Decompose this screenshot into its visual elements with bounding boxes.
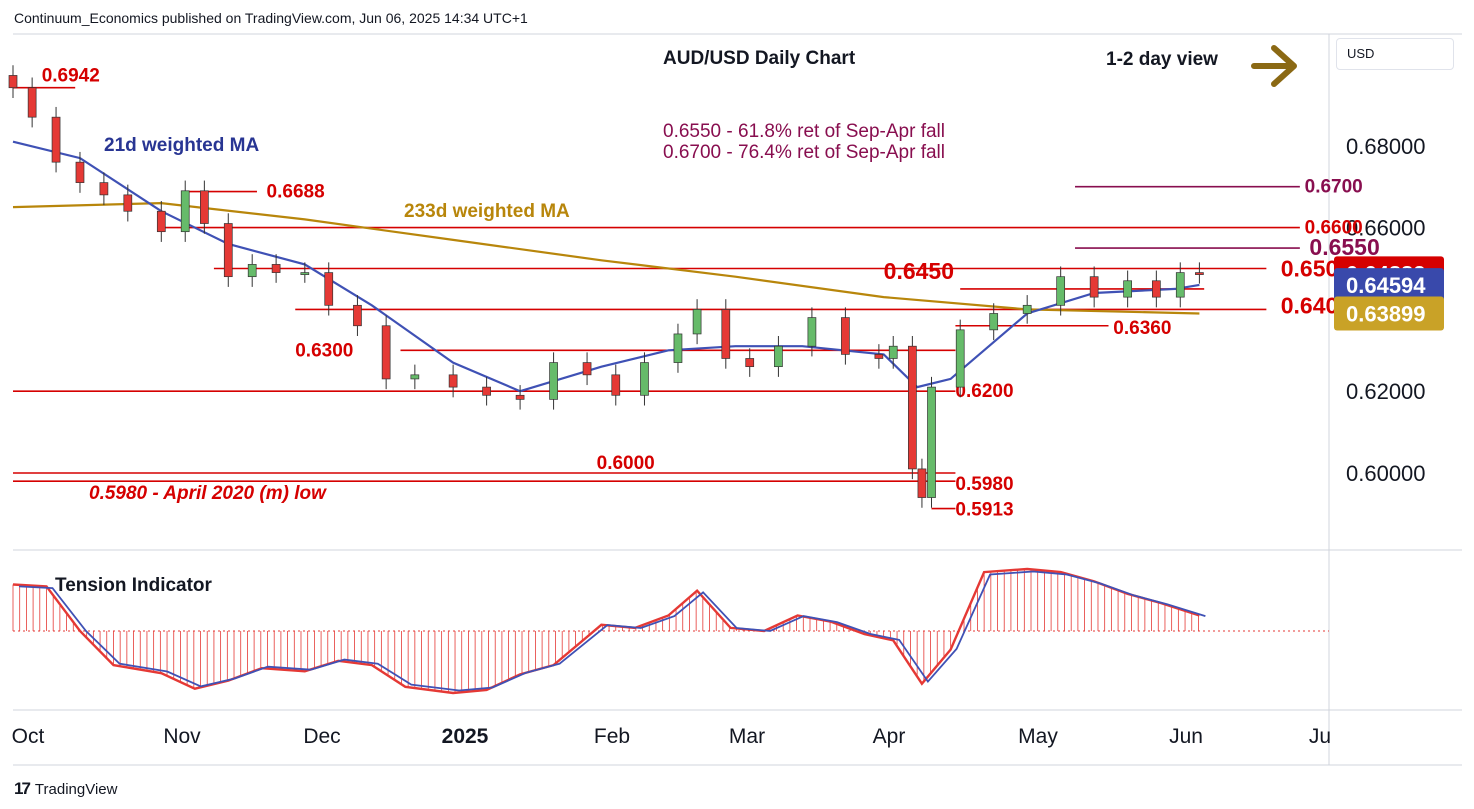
view-label: 1-2 day view (1106, 49, 1218, 70)
fib-note-2: 0.6700 - 76.4% ret of Sep-Apr fall (663, 142, 945, 163)
price-tag-label: 0.64594 (1346, 273, 1426, 298)
level-label: 0.6942 (42, 66, 100, 87)
ma21-label: 21d weighted MA (104, 135, 259, 156)
tradingview-logo[interactable]: 17 TradingView (14, 779, 117, 799)
candle (1175, 272, 1185, 298)
level-label: 0.6688 (267, 182, 325, 203)
ma233-label: 233d weighted MA (404, 201, 570, 222)
candle (515, 394, 525, 400)
time-axis-label: Dec (303, 725, 340, 748)
ma21-line (12, 140, 1200, 393)
candle (989, 313, 999, 331)
time-axis-label: Jun (1169, 725, 1203, 748)
fib-note-1: 0.6550 - 61.8% ret of Sep-Apr fall (663, 121, 945, 142)
tradingview-brand-text: TradingView (34, 780, 118, 798)
time-axis-label: 2025 (442, 725, 489, 748)
candle (549, 362, 558, 400)
level-label: 0.6000 (597, 453, 655, 474)
level-label: 0.5980 (955, 474, 1013, 495)
price-tick-label: 0.68000 (1346, 134, 1426, 159)
candle (721, 309, 731, 359)
right-arrow-icon (1251, 45, 1297, 87)
candle (888, 345, 898, 359)
tradingview-logo-icon: 17 (14, 779, 31, 798)
candle (51, 116, 61, 163)
candle (448, 374, 458, 388)
candle (300, 272, 310, 275)
tension-signal-line (18, 570, 1206, 692)
candle (640, 362, 649, 396)
candle (692, 309, 702, 335)
price-tag-label: 0.63899 (1346, 302, 1426, 327)
candle (123, 194, 133, 212)
candle (1022, 304, 1032, 314)
candle (1195, 272, 1204, 275)
tension-label: Tension Indicator (55, 575, 213, 596)
time-axis-label: Apr (873, 725, 906, 748)
candle (353, 304, 362, 327)
price-tick-label: 0.62000 (1346, 379, 1426, 404)
candle (745, 358, 755, 368)
candle (611, 374, 621, 396)
candle (673, 333, 683, 363)
candle (917, 468, 927, 498)
price-tag[interactable] (1334, 268, 1444, 303)
time-axis-label: Ju (1309, 725, 1331, 748)
time-axis-label: Nov (163, 725, 201, 748)
candle (807, 317, 817, 347)
time-axis-label: Mar (729, 725, 765, 748)
level-label: 0.6700 (1305, 177, 1363, 198)
candle (156, 210, 166, 233)
candle (874, 354, 884, 359)
level-label: 0.6600 (1305, 218, 1363, 239)
level-label: 0.6450 (884, 258, 954, 284)
level-label: 0.6550 (1309, 234, 1379, 260)
level-label: 0.6300 (295, 340, 353, 361)
candle (774, 345, 783, 368)
chart-title: AUD/USD Daily Chart (663, 48, 856, 69)
candle (1056, 276, 1066, 306)
candle (410, 374, 420, 380)
candle (1123, 280, 1132, 298)
candle (75, 161, 85, 183)
publisher-attribution: Continuum_Economics published on Trading… (14, 10, 528, 26)
candle (324, 272, 334, 306)
ma233-line (12, 201, 1200, 315)
candle (1089, 276, 1099, 298)
level-label: 0.6200 (955, 381, 1013, 402)
price-tag[interactable] (1334, 296, 1444, 331)
price-tick-label: 0.60000 (1346, 461, 1426, 486)
candle (1151, 280, 1161, 298)
candle (927, 386, 936, 498)
candle (8, 75, 18, 89)
candle (247, 264, 257, 278)
time-axis-label: Oct (12, 725, 45, 748)
candle (482, 386, 491, 396)
currency-selector[interactable]: USD (1336, 38, 1454, 70)
candle (381, 325, 391, 380)
level-label: 0.6360 (1113, 318, 1171, 339)
time-axis-label: May (1018, 725, 1058, 748)
candle (841, 317, 850, 355)
candle (180, 190, 190, 233)
candle (27, 87, 37, 118)
candle (582, 362, 592, 376)
level-label: 0.5913 (955, 500, 1013, 521)
candle (955, 329, 965, 388)
candle (200, 190, 209, 224)
candle (271, 264, 281, 273)
price-tick-label: 0.66000 (1346, 216, 1426, 241)
candle (223, 223, 233, 278)
low-note: 0.5980 - April 2020 (m) low (89, 483, 327, 504)
time-axis-label: Feb (594, 725, 630, 748)
candle (908, 345, 917, 470)
candle (99, 182, 109, 196)
